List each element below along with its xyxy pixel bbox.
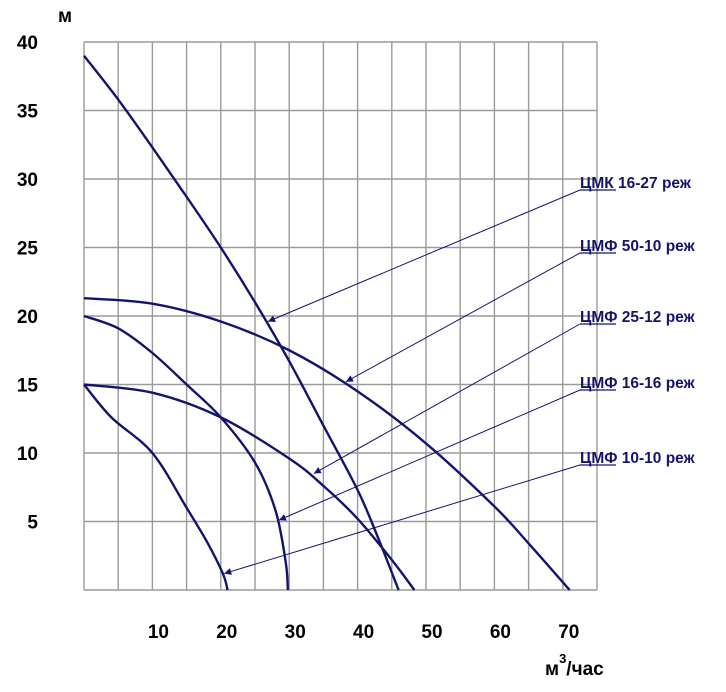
- series-curve: [83, 54, 400, 591]
- x-tick-label: 50: [421, 622, 442, 643]
- series-label: ЦМК 16-27 реж: [580, 175, 692, 192]
- series-curve: [83, 296, 571, 591]
- x-tick-label: 70: [558, 622, 579, 643]
- x-unit-rest: /час: [566, 659, 604, 680]
- leader-arrows: [224, 189, 581, 575]
- y-tick-label: 25: [17, 239, 39, 260]
- leader-arrow: [313, 323, 581, 474]
- y-tick-label: 35: [17, 102, 39, 123]
- y-tick-label: 30: [17, 170, 38, 191]
- tick-labels: 10 20 30 40 50 60 70 5 10 15 20 25 30 35 40: [17, 33, 580, 643]
- leader-arrow: [267, 189, 581, 322]
- series-label: ЦМФ 10-10 реж: [580, 450, 696, 467]
- series-label: ЦМФ 16-16 реж: [580, 375, 696, 392]
- x-axis-unit: м3/час: [545, 651, 604, 680]
- x-unit-base: м: [545, 659, 559, 680]
- y-tick-label: 20: [17, 307, 38, 328]
- series-label: ЦМФ 25-12 реж: [580, 309, 696, 326]
- leader-arrow: [224, 464, 581, 575]
- y-tick-label: 5: [27, 513, 38, 534]
- x-tick-label: 20: [216, 622, 237, 643]
- x-unit-sup: 3: [559, 651, 566, 666]
- x-tick-label: 10: [148, 622, 169, 643]
- x-tick-label: 60: [490, 622, 511, 643]
- y-tick-label: 40: [17, 33, 38, 54]
- leader-arrow: [278, 389, 581, 521]
- y-tick-label: 10: [17, 444, 38, 465]
- series-curve: [83, 314, 290, 591]
- series-curve: [83, 383, 229, 591]
- series-curve: [83, 383, 416, 591]
- series-label: ЦМФ 50-10 реж: [580, 238, 696, 255]
- x-tick-label: 40: [353, 622, 374, 643]
- leader-arrow: [345, 252, 581, 383]
- series-labels: ЦМК 16-27 реж ЦМФ 50-10 реж ЦМФ 25-12 реж Ц…: [580, 175, 696, 467]
- y-tick-label: 15: [17, 376, 39, 397]
- curves: [83, 54, 571, 591]
- grid: [83, 41, 598, 591]
- y-axis-unit: м: [58, 6, 72, 27]
- x-tick-label: 30: [285, 622, 306, 643]
